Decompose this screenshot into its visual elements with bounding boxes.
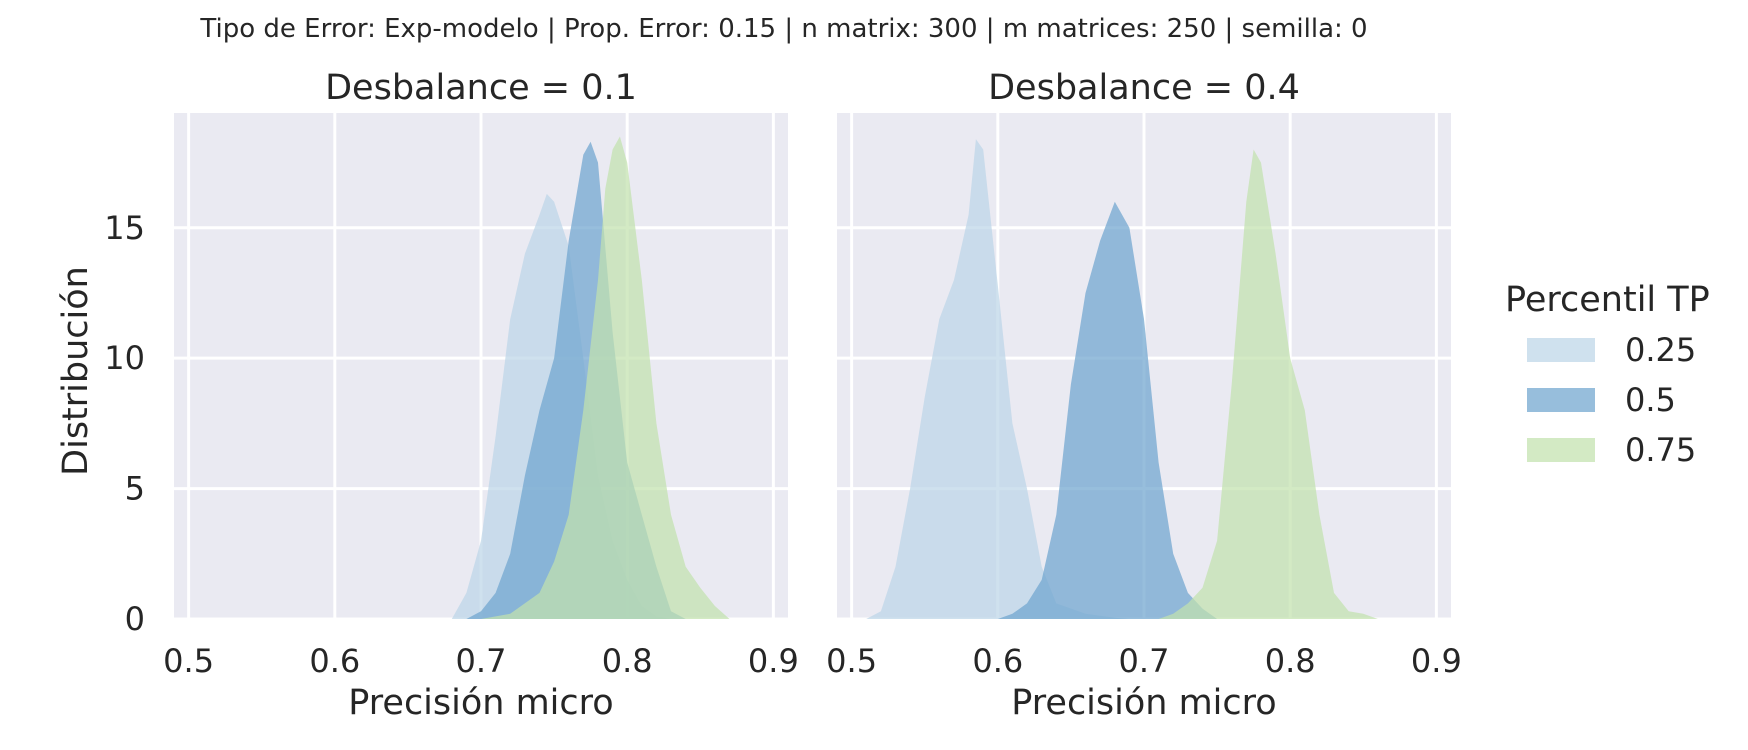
panel-right: 0.5 0.6 0.7 0.8 0.9 Desbalance = 0.4 Precisi… bbox=[826, 68, 1462, 723]
x-tick-label: 0.5 bbox=[163, 642, 214, 680]
legend-title: Percentil TP bbox=[1505, 280, 1710, 320]
y-tick-label: 5 bbox=[125, 470, 145, 508]
x-tick-label: 0.8 bbox=[602, 642, 653, 680]
panel-right-density-areas bbox=[866, 139, 1378, 619]
legend-swatch bbox=[1527, 388, 1595, 412]
legend-swatch bbox=[1527, 338, 1595, 362]
legend: Percentil TP 0.25 0.5 0.75 bbox=[1505, 280, 1710, 469]
y-axis-label: Distribución bbox=[56, 266, 96, 476]
x-tick-label: 0.9 bbox=[1411, 642, 1462, 680]
chart-suptitle: Tipo de Error: Exp-modelo | Prop. Error:… bbox=[199, 14, 1367, 44]
x-tick-label: 0.6 bbox=[972, 642, 1023, 680]
panel-left-x-tick-labels: 0.5 0.6 0.7 0.8 0.9 bbox=[163, 642, 799, 680]
density-area-0_75 bbox=[1158, 149, 1378, 619]
legend-label: 0.25 bbox=[1625, 331, 1696, 369]
y-tick-label: 15 bbox=[104, 209, 145, 247]
panel-right-x-tick-labels: 0.5 0.6 0.7 0.8 0.9 bbox=[826, 642, 1462, 680]
x-tick-label: 0.7 bbox=[456, 642, 507, 680]
density-area-0_75 bbox=[481, 136, 730, 619]
y-tick-label: 10 bbox=[104, 339, 145, 377]
x-tick-label: 0.5 bbox=[826, 642, 877, 680]
density-area-0_5 bbox=[997, 201, 1218, 619]
panel-right-x-axis-label: Precisión micro bbox=[1011, 683, 1276, 723]
x-tick-label: 0.8 bbox=[1265, 642, 1316, 680]
legend-label: 0.75 bbox=[1625, 431, 1696, 469]
x-tick-label: 0.9 bbox=[748, 642, 799, 680]
x-tick-label: 0.7 bbox=[1119, 642, 1170, 680]
x-tick-label: 0.6 bbox=[309, 642, 360, 680]
panel-left-density-areas bbox=[451, 136, 730, 619]
density-area-0_25 bbox=[866, 139, 1130, 619]
legend-label: 0.5 bbox=[1625, 381, 1676, 419]
legend-entries: 0.25 0.5 0.75 bbox=[1527, 331, 1696, 469]
y-tick-label: 0 bbox=[125, 600, 145, 638]
panel-left-y-tick-labels: 0 5 10 15 bbox=[104, 209, 145, 638]
legend-swatch bbox=[1527, 438, 1595, 462]
panel-left-title: Desbalance = 0.1 bbox=[325, 68, 637, 108]
panel-left-x-axis-label: Precisión micro bbox=[348, 683, 613, 723]
panel-right-title: Desbalance = 0.4 bbox=[988, 68, 1300, 108]
